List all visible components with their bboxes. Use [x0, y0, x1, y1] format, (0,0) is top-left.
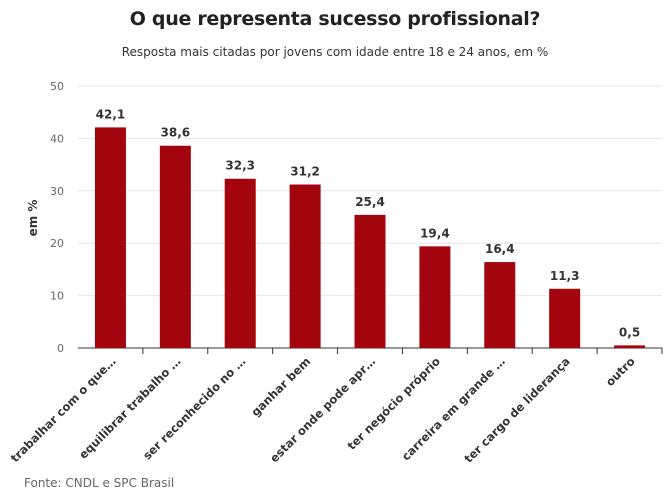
chart-subtitle: Resposta mais citadas por jovens com ida…: [121, 45, 549, 59]
data-label: 38,6: [161, 126, 191, 140]
data-label: 0,5: [619, 325, 640, 339]
bar-chart: 0 10 20 30 40 50 em % 42,1 38,6 32,3 31,2 25,4 19,…: [8, 80, 663, 466]
category-label: trabalhar com o que…: [8, 354, 119, 465]
category-label: carreira em grande …: [399, 354, 508, 463]
bar: [419, 246, 451, 348]
data-label: 19,4: [420, 226, 450, 240]
data-label: 25,4: [355, 195, 385, 209]
bar: [549, 288, 581, 348]
bar: [224, 178, 256, 348]
category-label: outro: [603, 354, 638, 389]
bar: [354, 214, 386, 348]
y-tick-label: 30: [50, 185, 64, 198]
bar: [484, 262, 516, 348]
bar: [289, 184, 321, 348]
data-label: 42,1: [96, 107, 126, 121]
y-tick-label: 50: [50, 80, 64, 93]
y-tick-label: 10: [50, 290, 64, 303]
bar: [614, 345, 646, 348]
bar: [94, 127, 126, 348]
data-label: 11,3: [550, 269, 580, 283]
bars: [94, 127, 646, 348]
bar: [159, 145, 191, 348]
x-axis-ticks: [142, 348, 663, 354]
y-tick-label: 0: [57, 342, 64, 355]
y-axis-ticks: 0 10 20 30 40 50: [50, 80, 64, 355]
data-label: 31,2: [290, 165, 320, 179]
y-axis-label: em %: [26, 200, 40, 237]
data-label: 16,4: [485, 242, 515, 256]
category-label: ter cargo de liderança: [461, 354, 572, 465]
source-note: Fonte: CNDL e SPC Brasil: [24, 476, 175, 490]
data-labels: 42,1 38,6 32,3 31,2 25,4 19,4 16,4 11,3 0,5: [96, 107, 641, 339]
chart-title: O que representa sucesso profissional?: [129, 8, 541, 30]
category-label: ganhar bem: [248, 354, 313, 419]
y-tick-label: 40: [50, 132, 64, 145]
data-label: 32,3: [225, 159, 255, 173]
category-labels: trabalhar com o que…equilibrar trabalho …: [8, 354, 638, 465]
category-label: estar onde pode apr…: [267, 354, 378, 465]
y-tick-label: 20: [50, 237, 64, 250]
